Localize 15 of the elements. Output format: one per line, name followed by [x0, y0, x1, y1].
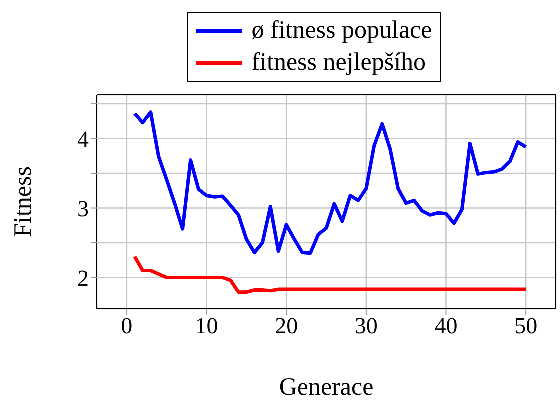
y-tick-label: 4 [78, 126, 90, 152]
x-tick-label: 40 [434, 313, 458, 338]
x-tick-label: 20 [275, 313, 298, 338]
x-tick-label: 0 [121, 313, 133, 338]
y-tick-label: 3 [78, 196, 89, 222]
y-tick-label: 2 [78, 266, 89, 291]
line-series [133, 110, 528, 256]
y-axis-title: Fitness [10, 166, 37, 238]
x-axis-title: Generace [279, 374, 374, 401]
x-tick-label: 30 [354, 313, 378, 338]
legend-label: ø fitness populace [252, 16, 432, 46]
x-tick-label: 10 [195, 313, 218, 338]
line-series [133, 255, 528, 294]
x-tick-label: 50 [514, 313, 538, 338]
legend-label: fitness nejlepšího [252, 48, 426, 78]
